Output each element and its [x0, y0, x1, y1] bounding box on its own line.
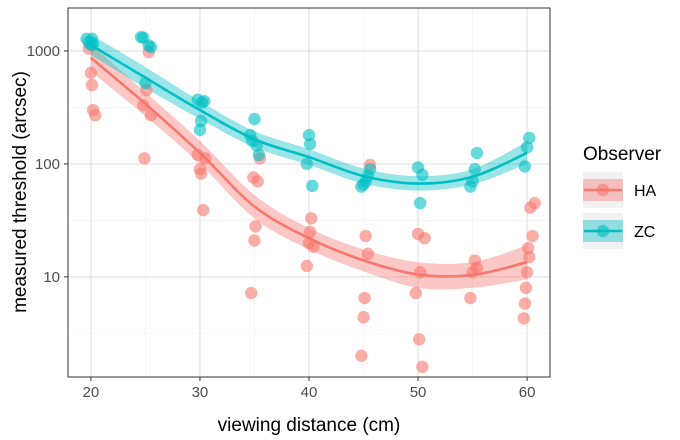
point-ha: [355, 349, 368, 363]
point-ha: [520, 266, 534, 279]
point-ha: [464, 291, 477, 305]
point-zc: [252, 148, 266, 162]
point-ha: [357, 310, 370, 324]
point-ha: [523, 250, 536, 264]
point-ha: [137, 99, 150, 112]
point-ha: [412, 333, 426, 346]
legend-entry-ha: HA: [583, 172, 657, 208]
point-zc: [523, 131, 536, 145]
x-axis-title: viewing distance (cm): [218, 415, 401, 436]
point-zc: [414, 196, 427, 210]
point-ha: [409, 286, 423, 300]
major-grid: [68, 8, 550, 377]
y-tick-label: 100: [35, 156, 60, 173]
fit-lines: [90, 43, 528, 278]
point-ha: [89, 108, 102, 122]
point-ha: [84, 66, 98, 80]
point-zc: [468, 162, 481, 176]
point-zc: [416, 168, 429, 182]
point-ha: [518, 297, 532, 310]
point-zc: [520, 141, 534, 154]
x-tick-label: 40: [301, 384, 318, 401]
point-ha: [517, 312, 531, 325]
legend-point-zc: [596, 224, 610, 238]
point-ha: [194, 167, 208, 180]
legend: Observer HA ZC: [583, 144, 662, 249]
fit-line-zc: [90, 43, 528, 185]
x-axis-ticks: 20 30 40 50 60: [83, 377, 536, 401]
point-zc: [248, 112, 261, 126]
point-ha: [303, 225, 317, 239]
point-ha: [251, 175, 264, 188]
point-zc: [144, 40, 158, 54]
y-tick-label: 1000: [27, 43, 60, 60]
legend-entry-zc: ZC: [583, 213, 655, 249]
point-ha: [528, 196, 541, 210]
point-ha: [526, 229, 539, 243]
point-ha: [300, 259, 314, 273]
point-zc: [470, 146, 484, 160]
point-ha: [470, 261, 484, 275]
point-zc: [306, 179, 319, 193]
point-ha: [358, 291, 371, 305]
legend-point-ha: [596, 183, 610, 197]
point-ha: [138, 152, 151, 165]
point-ha: [361, 247, 375, 261]
x-tick-label: 30: [192, 384, 209, 401]
legend-label-zc: ZC: [634, 224, 655, 241]
point-ha: [418, 232, 431, 245]
point-ha: [359, 229, 372, 243]
legend-label-ha: HA: [634, 183, 657, 200]
point-ha: [197, 203, 210, 217]
point-zc: [300, 157, 314, 171]
point-ha: [307, 240, 320, 253]
point-zc: [194, 114, 208, 128]
y-tick-label: 10: [43, 269, 60, 286]
y-axis-ticks: 10 100 1000: [27, 43, 68, 286]
point-zc: [518, 160, 532, 173]
data-points: [80, 30, 541, 374]
point-ha: [245, 286, 258, 300]
point-ha: [304, 212, 318, 225]
fit-line-ha: [90, 56, 528, 278]
x-tick-label: 20: [83, 384, 100, 401]
point-zc: [198, 94, 211, 108]
point-ha: [519, 281, 533, 295]
x-tick-label: 60: [519, 384, 536, 401]
y-axis-title: measured threshold (arcsec): [10, 71, 31, 313]
point-ha: [248, 234, 261, 247]
legend-title: Observer: [583, 144, 662, 165]
point-ha: [249, 220, 262, 233]
point-zc: [363, 162, 377, 176]
point-ha: [85, 78, 99, 92]
point-ha: [416, 360, 429, 374]
point-zc: [303, 137, 317, 151]
x-tick-label: 50: [410, 384, 427, 401]
